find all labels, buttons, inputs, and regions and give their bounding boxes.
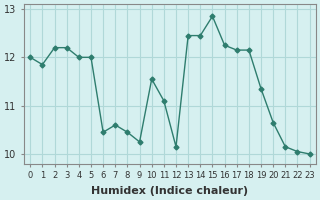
X-axis label: Humidex (Indice chaleur): Humidex (Indice chaleur) <box>92 186 249 196</box>
